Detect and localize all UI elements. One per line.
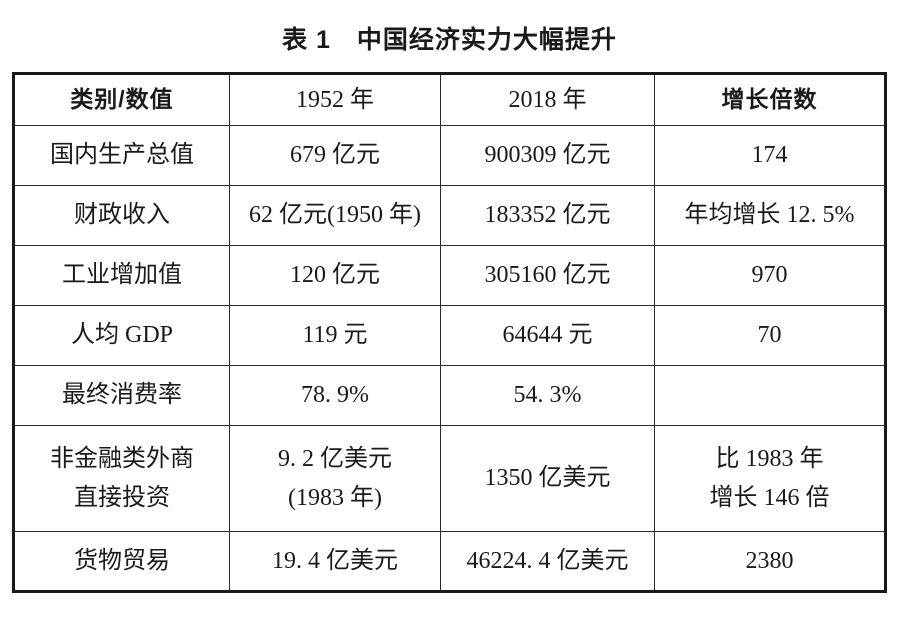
header-row: 类别/数值 1952 年 2018 年 增长倍数 (13, 73, 886, 126)
table-row-industrial-value: 工业增加值 120 亿元 305160 亿元 970 (13, 245, 886, 306)
cell-1952: 9. 2 亿美元 (1983 年) (229, 425, 441, 532)
cell-category: 国内生产总值 (13, 125, 230, 186)
table-caption: 表 1 中国经济实力大幅提升 (282, 26, 617, 54)
col-header-category: 类别/数值 (13, 73, 230, 126)
cell-growth (654, 365, 886, 426)
col-header-2018: 2018 年 (440, 73, 655, 126)
cell-1952: 119 元 (229, 305, 441, 366)
col-header-1952: 1952 年 (229, 73, 441, 126)
cell-2018: 54. 3% (440, 365, 655, 426)
cell-growth: 2380 (654, 531, 886, 592)
cell-2018: 64644 元 (440, 305, 655, 366)
cell-category: 最终消费率 (13, 365, 230, 426)
cell-2018: 183352 亿元 (440, 185, 655, 246)
cell-category: 非金融类外商 直接投资 (13, 425, 230, 532)
cell-1952: 120 亿元 (229, 245, 441, 306)
col-header-growth: 增长倍数 (654, 73, 886, 126)
table-row-consumption-rate: 最终消费率 78. 9% 54. 3% (13, 365, 886, 426)
cell-1952: 78. 9% (229, 365, 441, 426)
cell-2018: 46224. 4 亿美元 (440, 531, 655, 592)
table-row-fdi: 非金融类外商 直接投资 9. 2 亿美元 (1983 年) 1350 亿美元 比… (13, 425, 886, 532)
cell-category: 人均 GDP (13, 305, 230, 366)
cell-1952: 679 亿元 (229, 125, 441, 186)
cell-2018: 1350 亿美元 (440, 425, 655, 532)
cell-1952: 62 亿元(1950 年) (229, 185, 441, 246)
cell-category: 工业增加值 (13, 245, 230, 306)
table-row-gdp-per-capita: 人均 GDP 119 元 64644 元 70 (13, 305, 886, 366)
economy-table: 类别/数值 1952 年 2018 年 增长倍数 国内生产总值 679 亿元 9… (12, 72, 887, 593)
cell-category: 财政收入 (13, 185, 230, 246)
cell-1952: 19. 4 亿美元 (229, 531, 441, 592)
cell-growth: 970 (654, 245, 886, 306)
table-row-fiscal-revenue: 财政收入 62 亿元(1950 年) 183352 亿元 年均增长 12. 5% (13, 185, 886, 246)
cell-growth: 年均增长 12. 5% (654, 185, 886, 246)
cell-2018: 900309 亿元 (440, 125, 655, 186)
cell-growth: 174 (654, 125, 886, 186)
table-row-gdp: 国内生产总值 679 亿元 900309 亿元 174 (13, 125, 886, 186)
cell-growth: 比 1983 年 增长 146 倍 (654, 425, 886, 532)
cell-category: 货物贸易 (13, 531, 230, 592)
table-row-goods-trade: 货物贸易 19. 4 亿美元 46224. 4 亿美元 2380 (13, 531, 886, 592)
cell-2018: 305160 亿元 (440, 245, 655, 306)
cell-growth: 70 (654, 305, 886, 366)
